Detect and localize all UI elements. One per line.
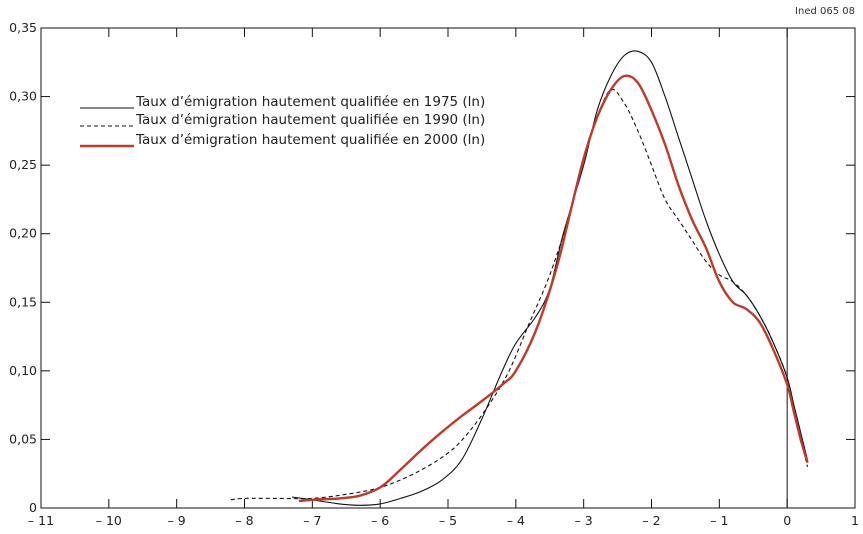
- source-note: Ined 065 08: [795, 6, 855, 17]
- x-tick-label: – 9: [168, 513, 186, 528]
- y-tick-label: 0,35: [9, 20, 37, 35]
- y-tick-label: 0,20: [9, 226, 37, 241]
- x-tick-label: – 6: [371, 513, 389, 528]
- y-tick-label: 0: [29, 500, 37, 515]
- x-tick-label: – 8: [235, 513, 253, 528]
- legend-item-1975: Taux d’émigration hautement qualifiée en…: [80, 94, 485, 110]
- y-tick-label: 0,25: [9, 157, 37, 172]
- y-tick-label: 0,30: [9, 89, 37, 104]
- x-tick-label: – 11: [28, 513, 54, 528]
- x-tick-label: – 2: [642, 513, 660, 528]
- x-tick-label: – 1: [710, 513, 728, 528]
- x-tick-label: – 7: [303, 513, 321, 528]
- legend-label: Taux d’émigration hautement qualifiée en…: [135, 94, 485, 110]
- x-tick-label: – 10: [96, 513, 122, 528]
- x-tick-label: 0: [783, 513, 791, 528]
- series-1990-line: [230, 88, 809, 501]
- series-1975-line: [291, 50, 809, 506]
- legend-label: Taux d’émigration hautement qualifiée en…: [135, 112, 485, 128]
- x-tick-label: – 5: [439, 513, 457, 528]
- y-tick-label: 0,10: [9, 363, 37, 378]
- legend-label: Taux d’émigration hautement qualifiée en…: [135, 132, 485, 148]
- axis-ticks: – 11– 10– 9– 8– 7– 6– 5– 4– 3– 2– 1 0 100,…: [9, 20, 859, 528]
- legend-item-2000: Taux d’émigration hautement qualifiée en…: [80, 132, 485, 148]
- x-tick-label: 1: [851, 513, 859, 528]
- y-tick-label: 0,05: [9, 431, 37, 446]
- legend-item-1990: Taux d’émigration hautement qualifiée en…: [80, 112, 485, 128]
- series-lines: [230, 50, 809, 506]
- x-tick-label: – 3: [575, 513, 593, 528]
- y-tick-label: 0,15: [9, 294, 37, 309]
- x-tick-label: – 4: [507, 513, 525, 528]
- series-2000-line: [298, 74, 809, 503]
- legend: Taux d’émigration hautement qualifiée en…: [80, 94, 485, 148]
